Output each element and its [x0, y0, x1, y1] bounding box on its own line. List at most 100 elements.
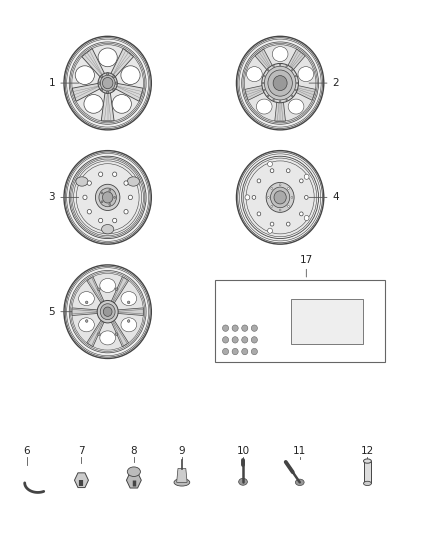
Ellipse shape	[247, 67, 262, 82]
Ellipse shape	[268, 197, 269, 198]
Bar	[364, 461, 371, 483]
Ellipse shape	[76, 177, 88, 186]
Ellipse shape	[265, 66, 296, 100]
Polygon shape	[74, 473, 88, 488]
Ellipse shape	[237, 36, 324, 130]
Ellipse shape	[124, 209, 128, 214]
Ellipse shape	[127, 320, 130, 322]
Polygon shape	[284, 49, 305, 77]
Ellipse shape	[100, 278, 116, 293]
Ellipse shape	[245, 195, 250, 200]
Ellipse shape	[102, 224, 114, 234]
Ellipse shape	[268, 228, 272, 233]
Ellipse shape	[270, 222, 274, 226]
Ellipse shape	[85, 320, 88, 322]
Ellipse shape	[295, 75, 297, 77]
Ellipse shape	[79, 318, 94, 332]
Ellipse shape	[274, 191, 286, 204]
Ellipse shape	[291, 95, 293, 97]
Ellipse shape	[69, 156, 146, 239]
Ellipse shape	[266, 182, 294, 212]
Ellipse shape	[115, 288, 117, 290]
Polygon shape	[115, 83, 143, 101]
Ellipse shape	[242, 42, 318, 124]
Ellipse shape	[223, 349, 229, 355]
Ellipse shape	[264, 75, 265, 77]
Ellipse shape	[286, 169, 290, 173]
Ellipse shape	[127, 177, 139, 186]
Ellipse shape	[83, 195, 87, 200]
Ellipse shape	[121, 66, 140, 85]
Polygon shape	[87, 277, 105, 304]
Ellipse shape	[106, 73, 109, 75]
Ellipse shape	[232, 325, 238, 332]
Ellipse shape	[268, 161, 272, 167]
Ellipse shape	[85, 301, 88, 304]
Ellipse shape	[364, 459, 371, 463]
Text: 3: 3	[49, 192, 79, 203]
Ellipse shape	[121, 292, 137, 305]
Ellipse shape	[295, 479, 304, 486]
Ellipse shape	[286, 222, 290, 226]
Ellipse shape	[75, 66, 95, 85]
Ellipse shape	[102, 77, 113, 88]
Ellipse shape	[223, 325, 229, 332]
Text: 9: 9	[179, 446, 185, 456]
Ellipse shape	[242, 325, 248, 332]
Ellipse shape	[271, 188, 273, 189]
Ellipse shape	[87, 181, 92, 185]
Ellipse shape	[262, 82, 264, 84]
Ellipse shape	[98, 288, 100, 290]
Ellipse shape	[242, 337, 248, 343]
Polygon shape	[82, 49, 105, 77]
Ellipse shape	[273, 66, 274, 67]
Ellipse shape	[121, 318, 137, 332]
Ellipse shape	[300, 179, 303, 183]
Ellipse shape	[127, 301, 130, 304]
Ellipse shape	[99, 188, 117, 207]
Ellipse shape	[97, 301, 118, 323]
Ellipse shape	[279, 64, 281, 66]
Ellipse shape	[69, 271, 146, 353]
Ellipse shape	[124, 181, 128, 185]
Ellipse shape	[115, 333, 117, 335]
Ellipse shape	[251, 337, 258, 343]
Text: 1: 1	[49, 78, 79, 88]
Ellipse shape	[100, 304, 115, 320]
Text: 7: 7	[78, 446, 85, 456]
Ellipse shape	[288, 188, 290, 189]
Text: 10: 10	[237, 446, 250, 456]
Polygon shape	[72, 308, 99, 316]
Ellipse shape	[291, 197, 293, 198]
Ellipse shape	[300, 212, 303, 216]
Ellipse shape	[79, 292, 94, 305]
Ellipse shape	[286, 66, 287, 67]
Ellipse shape	[304, 174, 309, 179]
Ellipse shape	[288, 99, 304, 114]
Ellipse shape	[98, 48, 117, 67]
Ellipse shape	[98, 82, 100, 84]
Ellipse shape	[273, 99, 274, 101]
Ellipse shape	[69, 42, 146, 124]
Ellipse shape	[271, 205, 273, 207]
Text: 6: 6	[24, 446, 30, 456]
Ellipse shape	[99, 219, 103, 223]
Polygon shape	[111, 277, 129, 304]
Ellipse shape	[267, 69, 269, 71]
Ellipse shape	[252, 196, 256, 199]
Ellipse shape	[113, 76, 115, 78]
Ellipse shape	[95, 184, 120, 211]
Ellipse shape	[242, 349, 248, 355]
Polygon shape	[275, 93, 286, 121]
Ellipse shape	[113, 219, 117, 223]
Ellipse shape	[112, 94, 131, 114]
Ellipse shape	[298, 67, 314, 82]
Ellipse shape	[106, 91, 109, 93]
Ellipse shape	[295, 89, 297, 91]
Ellipse shape	[264, 89, 265, 91]
Ellipse shape	[279, 101, 281, 102]
Text: 12: 12	[361, 446, 374, 456]
Ellipse shape	[114, 196, 116, 198]
Text: 11: 11	[293, 446, 307, 456]
Ellipse shape	[262, 63, 298, 103]
